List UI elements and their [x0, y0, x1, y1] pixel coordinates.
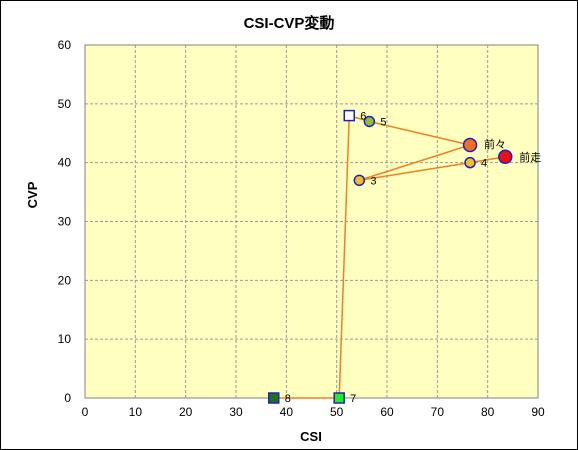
data-point: [363, 115, 376, 128]
x-tick-label: 60: [380, 405, 394, 419]
data-point: [343, 109, 355, 122]
point-label: 7: [350, 393, 356, 405]
y-tick-label: 20: [58, 273, 72, 287]
point-label: 前々: [484, 137, 506, 151]
x-tick-label: 50: [330, 405, 344, 419]
point-labels: 8 7 6 5 前々 3 4 前走: [285, 111, 542, 405]
y-tick-label: 30: [58, 215, 72, 229]
x-tick-label: 20: [179, 405, 193, 419]
tick-labels: 0 10 20 30 40 50 60 70 80 90 0 10 20 30 40 50 60: [58, 38, 545, 419]
data-point: [353, 174, 366, 187]
data-point: [462, 137, 478, 153]
connecting-line: [273, 114, 506, 399]
point-label: 4: [481, 158, 487, 170]
x-tick-label: 40: [280, 405, 294, 419]
data-point: [268, 392, 280, 404]
point-label: 5: [380, 116, 386, 128]
data-point: [464, 156, 476, 169]
data-point: [333, 392, 345, 404]
y-axis-label: CVP: [25, 181, 40, 208]
y-tick-label: 40: [58, 156, 72, 170]
point-label: 3: [370, 175, 376, 187]
x-tick-label: 0: [82, 405, 89, 419]
y-tick-label: 0: [64, 391, 71, 405]
point-label: 8: [285, 393, 291, 405]
x-axis-label: CSI: [300, 429, 322, 444]
data-points: [268, 109, 513, 404]
x-tick-label: 10: [129, 405, 143, 419]
y-tick-label: 10: [58, 332, 72, 346]
y-tick-label: 50: [58, 97, 72, 111]
data-point: [498, 149, 513, 165]
series-line: [273, 114, 506, 399]
chart-title: CSI-CVP変動: [244, 14, 335, 32]
x-tick-label: 70: [431, 405, 445, 419]
x-tick-label: 30: [229, 405, 243, 419]
y-tick-label: 60: [58, 38, 72, 52]
point-label: 6: [360, 111, 366, 123]
grid-lines: [85, 45, 538, 398]
x-tick-label: 90: [531, 405, 545, 419]
x-tick-label: 80: [481, 405, 495, 419]
point-label: 前走: [519, 150, 541, 164]
